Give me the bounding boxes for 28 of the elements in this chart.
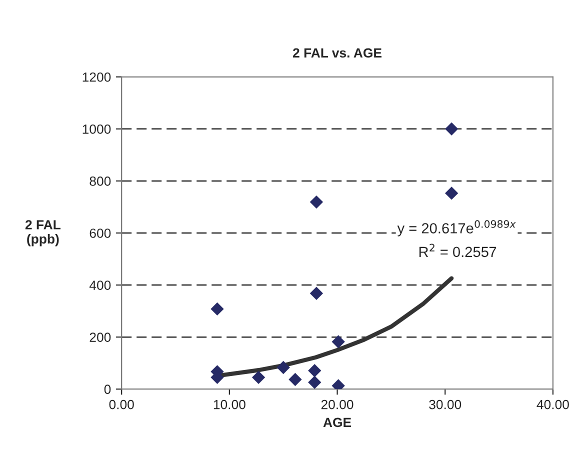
- y-tick-label: 1000: [82, 124, 111, 134]
- y-tick-label: 600: [90, 228, 111, 238]
- y-axis-title: 2 FAL (ppb): [25, 220, 60, 246]
- point: [288, 372, 302, 386]
- y-tick-label: 0: [104, 384, 111, 394]
- y-tick-label: 400: [89, 280, 111, 290]
- point: [210, 302, 224, 316]
- annotation: R$^{2}$ = 0.2557: [419, 244, 496, 258]
- x-tick-label: 30.00: [429, 400, 462, 410]
- x-tick-label: 20.00: [321, 400, 354, 410]
- point: [252, 370, 266, 384]
- point: [310, 195, 324, 209]
- point: [332, 335, 345, 348]
- point: [308, 376, 322, 389]
- point: [444, 122, 458, 136]
- x-tick-label: 40.00: [536, 400, 569, 410]
- y-tick-label: 200: [90, 332, 111, 342]
- annotation: y = 20.617e$^{0.0989x}$: [397, 220, 516, 236]
- chart-title: 2 FAL vs. AGE: [292, 48, 382, 58]
- x-tick-label: 0.00: [109, 400, 134, 410]
- x-axis-title: AGE: [323, 418, 352, 428]
- point: [308, 364, 322, 378]
- y-tick-label: 1200: [82, 72, 111, 82]
- point: [310, 286, 324, 300]
- y-tick-label: 800: [90, 176, 111, 186]
- point: [444, 186, 458, 200]
- point: [276, 360, 290, 374]
- x-tick-label: 10.00: [214, 400, 246, 410]
